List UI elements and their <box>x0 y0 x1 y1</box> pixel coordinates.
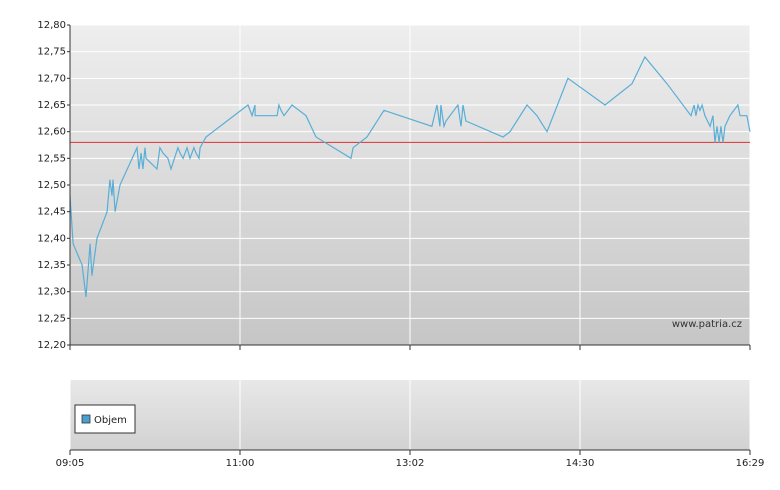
y-tick-label: 12,25 <box>37 313 66 324</box>
y-tick-label: 12,50 <box>37 180 66 191</box>
legend-label: Objem <box>94 415 127 426</box>
y-tick-label: 12,20 <box>37 340 66 351</box>
x-tick-label: 13:02 <box>396 458 425 469</box>
legend-swatch <box>81 414 91 424</box>
x-tick-label: 16:29 <box>736 458 765 469</box>
x-tick-label: 14:30 <box>566 458 595 469</box>
y-tick-label: 12,60 <box>37 127 66 138</box>
price-line <box>69 55 751 298</box>
x-tick-label: 09:05 <box>56 458 85 469</box>
y-tick-label: 12,30 <box>37 287 66 298</box>
x-tick-label: 11:00 <box>226 458 255 469</box>
y-tick-label: 12,75 <box>37 47 66 58</box>
y-tick-label: 12,65 <box>37 100 66 111</box>
y-tick-label: 12,70 <box>37 73 66 84</box>
y-tick-label: 12,45 <box>37 207 66 218</box>
y-tick-label: 12,55 <box>37 153 66 164</box>
y-tick-label: 12,35 <box>37 260 66 271</box>
y-tick-label: 12,40 <box>37 233 66 244</box>
watermark: www.patria.cz <box>672 319 742 330</box>
y-tick-label: 12,80 <box>37 20 66 31</box>
